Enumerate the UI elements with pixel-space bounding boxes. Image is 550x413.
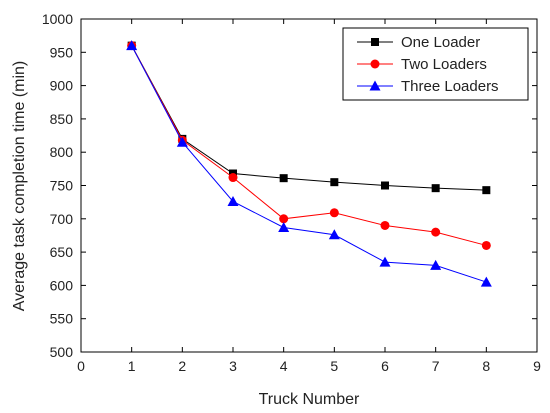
plot-area: 0 1 2 3 4 5 6 7 8 9 500 550 600 650 700 750 800 850 900 950…: [42, 11, 541, 374]
y-tick-label: 550: [50, 311, 74, 327]
legend-marker-1: [371, 38, 379, 46]
series-3-point: [278, 221, 290, 232]
series-2-point: [329, 208, 339, 218]
x-tick-label: 3: [229, 358, 237, 374]
x-tick-label: 7: [432, 358, 440, 374]
x-tick-label: 8: [482, 358, 490, 374]
legend-marker-3: [369, 80, 381, 91]
y-tick-label: 650: [50, 244, 74, 260]
series-line-2: [131, 45, 487, 246]
y-tick-label: 500: [50, 344, 74, 360]
series-2-point: [431, 227, 441, 237]
series-1-point: [279, 174, 288, 183]
y-axis-title: Average task completion time (min): [11, 61, 28, 311]
series-1-point: [431, 184, 440, 193]
series-line-3: [131, 45, 487, 283]
y-tick-label: 700: [50, 211, 74, 227]
series-2-point: [380, 220, 390, 230]
x-tick-label: 0: [77, 358, 85, 374]
series-3-point: [176, 136, 188, 147]
series-2-point: [481, 240, 491, 250]
series-line-1: [131, 45, 487, 191]
series-2-point: [228, 173, 238, 183]
y-tick-label: 1000: [42, 11, 73, 27]
series-3-point: [328, 229, 340, 240]
series-3-point: [480, 276, 492, 287]
x-tick-label: 1: [128, 358, 136, 374]
series-3-point: [379, 256, 391, 267]
series-3-point: [126, 40, 138, 51]
series-1-point: [330, 178, 339, 187]
legend-label-1: One Loader: [401, 34, 480, 51]
y-tick-label: 800: [50, 144, 74, 160]
y-tick-label: 850: [50, 111, 74, 127]
x-tick-label: 4: [280, 358, 288, 374]
x-tick-label: 6: [381, 358, 389, 374]
legend-label-3: Three Loaders: [401, 78, 499, 95]
series-1-point: [482, 186, 491, 195]
series-1-point: [381, 181, 389, 190]
x-axis-title: Truck Number: [259, 391, 360, 408]
series-3-point: [227, 195, 239, 206]
y-tick-label: 600: [50, 277, 74, 293]
legend-marker-2: [370, 59, 380, 69]
legend-label-2: Two Loaders: [401, 56, 487, 73]
x-tick-label: 2: [178, 358, 186, 374]
series-3-point: [430, 259, 442, 270]
y-tick-label: 900: [50, 78, 74, 94]
series-2-point: [279, 214, 289, 224]
x-tick-label: 5: [330, 358, 338, 374]
y-tick-label: 950: [50, 44, 74, 60]
x-tick-label: 9: [533, 358, 541, 374]
y-tick-label: 750: [50, 178, 74, 194]
